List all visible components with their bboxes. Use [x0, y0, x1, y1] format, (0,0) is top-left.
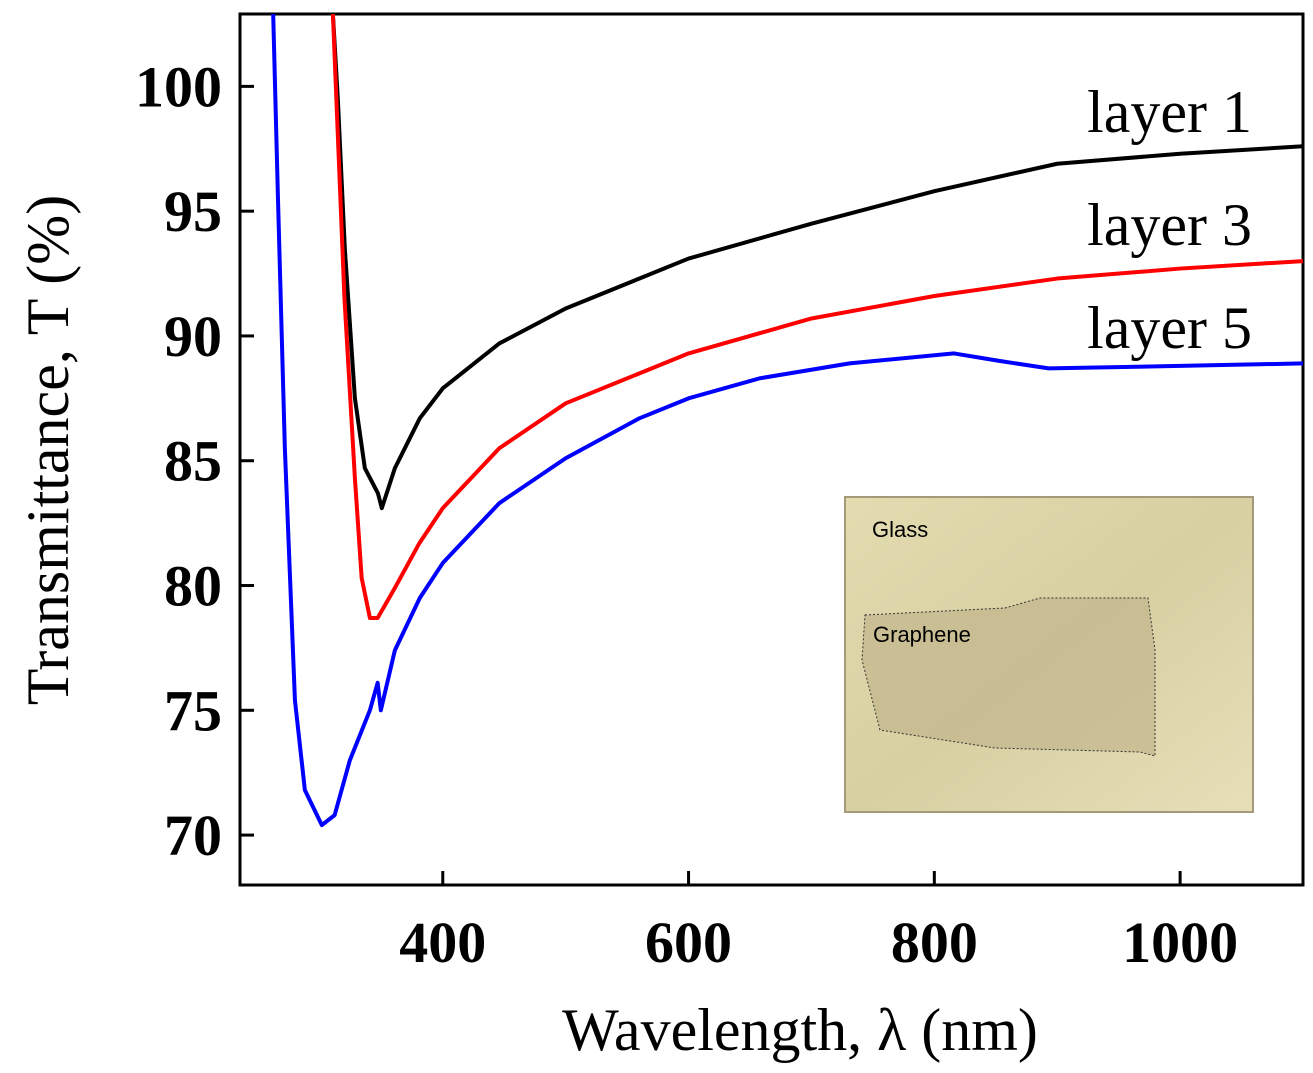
x-axis-title: Wavelength, λ (nm)	[562, 997, 1038, 1063]
x-tick-label: 800	[891, 910, 978, 975]
y-tick-label: 85	[164, 429, 222, 494]
x-tick-label: 600	[645, 910, 732, 975]
y-axis-title: Transmittance, T (%)	[15, 195, 81, 706]
y-tick-label: 90	[164, 304, 222, 369]
y-tick-label: 95	[164, 179, 222, 244]
chart: Glass Graphene Wavelength, λ (nm) Transm…	[0, 0, 1313, 1073]
inset-label: Glass	[872, 517, 928, 542]
series-label: layer 3	[1087, 192, 1252, 258]
series-label: layer 5	[1087, 295, 1252, 361]
y-tick-label: 70	[164, 803, 222, 868]
y-tick-label: 80	[164, 554, 222, 619]
inset-photo: Glass Graphene	[845, 497, 1253, 812]
inset-label: Graphene	[873, 622, 971, 647]
series-label: layer 1	[1087, 79, 1252, 145]
y-tick-label: 75	[164, 678, 222, 743]
y-tick-label: 100	[135, 54, 222, 119]
x-tick-label: 400	[399, 910, 486, 975]
x-tick-label: 1000	[1122, 910, 1238, 975]
